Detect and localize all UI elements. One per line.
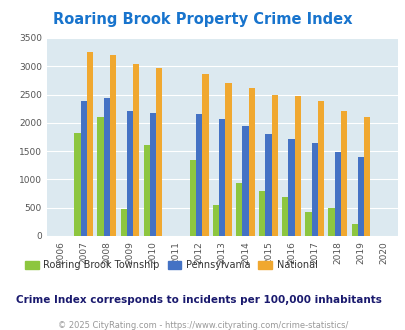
Bar [357,157,363,236]
Bar [317,101,323,236]
Bar [103,98,110,236]
Bar [212,205,219,236]
Bar [149,113,156,236]
Text: Roaring Brook Property Crime Index: Roaring Brook Property Crime Index [53,12,352,26]
Bar [219,119,225,236]
Bar [340,111,346,236]
Bar [190,160,196,236]
Bar [294,96,300,236]
Bar [133,64,139,236]
Bar [126,111,133,236]
Bar [225,82,231,236]
Bar [258,191,265,236]
Bar [311,143,317,236]
Bar [242,126,248,236]
Bar [363,116,369,236]
Bar [328,208,334,236]
Bar [265,134,271,236]
Bar [120,209,126,236]
Bar [97,117,103,236]
Bar [80,101,87,236]
Bar [110,55,116,236]
Legend: Roaring Brook Township, Pennsylvania, National: Roaring Brook Township, Pennsylvania, Na… [21,256,321,274]
Bar [202,74,208,236]
Bar [334,152,340,236]
Bar [351,223,357,236]
Bar [74,133,80,236]
Bar [156,69,162,236]
Bar [281,197,288,236]
Bar [248,88,254,236]
Bar [288,139,294,236]
Bar [143,146,149,236]
Bar [271,94,277,236]
Bar [235,183,242,236]
Text: Crime Index corresponds to incidents per 100,000 inhabitants: Crime Index corresponds to incidents per… [16,295,381,305]
Bar [305,212,311,236]
Text: © 2025 CityRating.com - https://www.cityrating.com/crime-statistics/: © 2025 CityRating.com - https://www.city… [58,321,347,330]
Bar [87,51,93,236]
Bar [196,114,202,236]
